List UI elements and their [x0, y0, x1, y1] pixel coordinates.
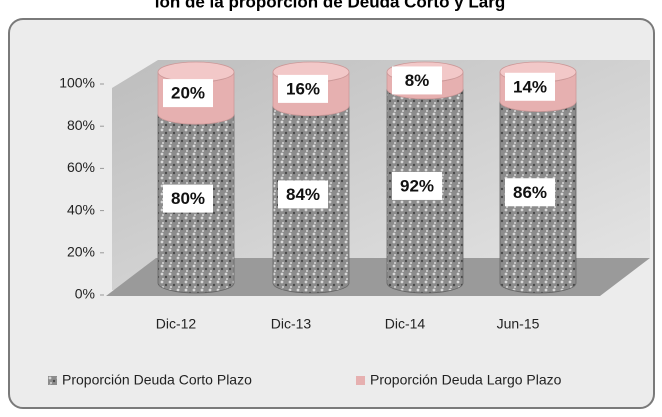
label-box — [163, 184, 213, 213]
y-tick-label: 80% — [67, 117, 95, 133]
legend-swatch — [356, 376, 365, 385]
y-tick-label: 100% — [59, 75, 95, 91]
data-label: 86% — [513, 183, 547, 202]
y-tick-label: 40% — [67, 201, 95, 217]
legend-swatch — [48, 376, 57, 385]
label-box — [392, 66, 442, 95]
data-label: 16% — [286, 79, 320, 98]
label-box — [278, 180, 328, 209]
y-tick-label: 20% — [67, 244, 95, 260]
data-label: 20% — [171, 84, 205, 103]
label-box — [505, 178, 555, 207]
label-box — [278, 74, 328, 103]
x-tick-label: Dic-14 — [385, 316, 426, 332]
label-box — [163, 79, 213, 108]
y-tick-label: 0% — [75, 286, 95, 302]
label-box — [392, 171, 442, 200]
legend-label: Proporción Deuda Corto Plazo — [62, 372, 252, 388]
data-label: 14% — [513, 77, 547, 96]
bar-top — [157, 61, 235, 83]
x-tick-label: Dic-12 — [156, 316, 197, 332]
data-label: 92% — [400, 176, 434, 195]
chart-title: ión de la proporción de Deuda Corto y La… — [155, 0, 505, 11]
x-tick-label: Jun-15 — [497, 316, 540, 332]
y-tick-label: 60% — [67, 159, 95, 175]
data-label: 8% — [405, 71, 430, 90]
data-label: 84% — [286, 185, 320, 204]
data-label: 80% — [171, 189, 205, 208]
label-box — [505, 72, 555, 101]
legend-label: Proporción Deuda Largo Plazo — [370, 372, 562, 388]
x-tick-label: Dic-13 — [271, 316, 312, 332]
